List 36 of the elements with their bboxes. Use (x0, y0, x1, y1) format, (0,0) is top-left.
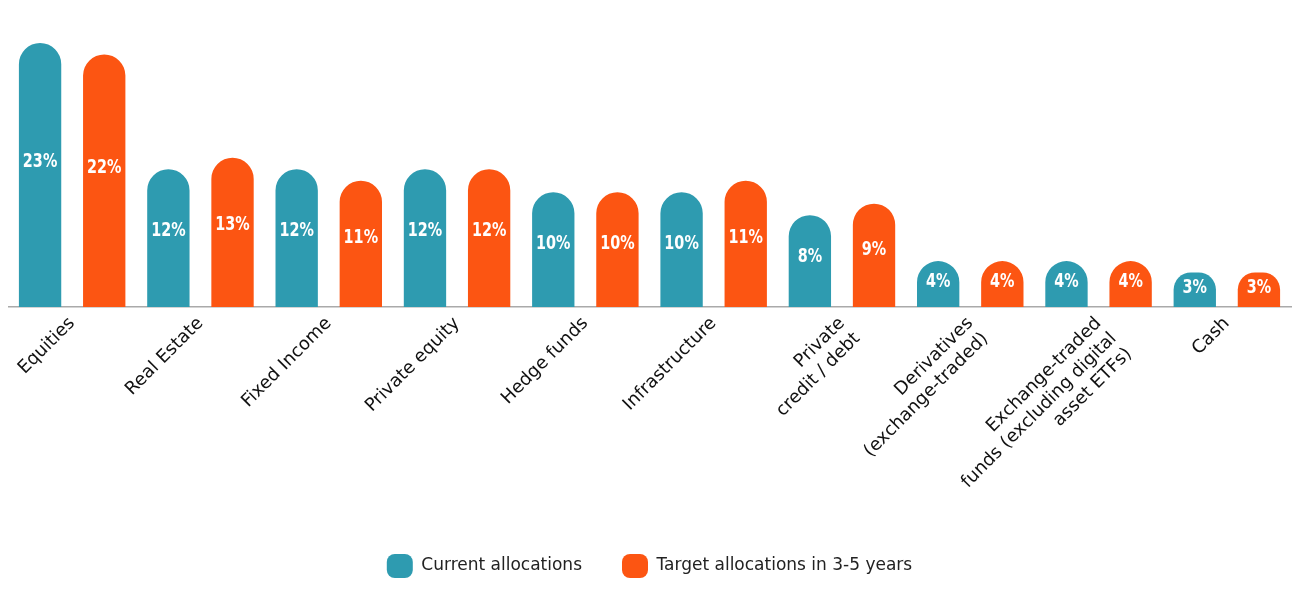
data-label: 4% (990, 268, 1015, 292)
bar (275, 169, 318, 307)
legend-label: Target allocations in 3-5 years (655, 554, 913, 575)
bar (147, 169, 190, 307)
data-label: 3% (1182, 274, 1207, 298)
data-label: 4% (925, 268, 951, 292)
data-label: 11% (728, 224, 763, 248)
bar (339, 180, 382, 307)
data-label: 13% (215, 211, 250, 235)
data-label: 12% (471, 218, 507, 241)
data-label: 10% (664, 230, 699, 254)
bar (403, 169, 447, 307)
data-label: 11% (343, 224, 379, 248)
bar (83, 54, 126, 307)
data-label: 3% (1246, 274, 1272, 298)
data-label: 12% (151, 218, 186, 241)
data-label: 10% (536, 230, 571, 254)
bar (724, 180, 767, 307)
data-label: 4% (1118, 268, 1143, 292)
bar (596, 192, 639, 307)
bar (18, 42, 62, 307)
data-label: 9% (861, 236, 887, 260)
data-label: 8% (797, 243, 823, 267)
bar (467, 169, 511, 307)
data-label: 4% (1054, 268, 1079, 292)
data-label: 10% (600, 230, 635, 254)
data-label: 12% (279, 218, 314, 241)
data-label: 12% (407, 218, 443, 241)
bar (211, 157, 254, 307)
bar (852, 203, 896, 307)
bar (660, 192, 703, 307)
data-label: 23% (22, 148, 58, 172)
legend-label: Current allocations (421, 554, 583, 575)
data-label: 22% (87, 154, 122, 178)
bar (788, 215, 832, 307)
bar (532, 192, 575, 307)
